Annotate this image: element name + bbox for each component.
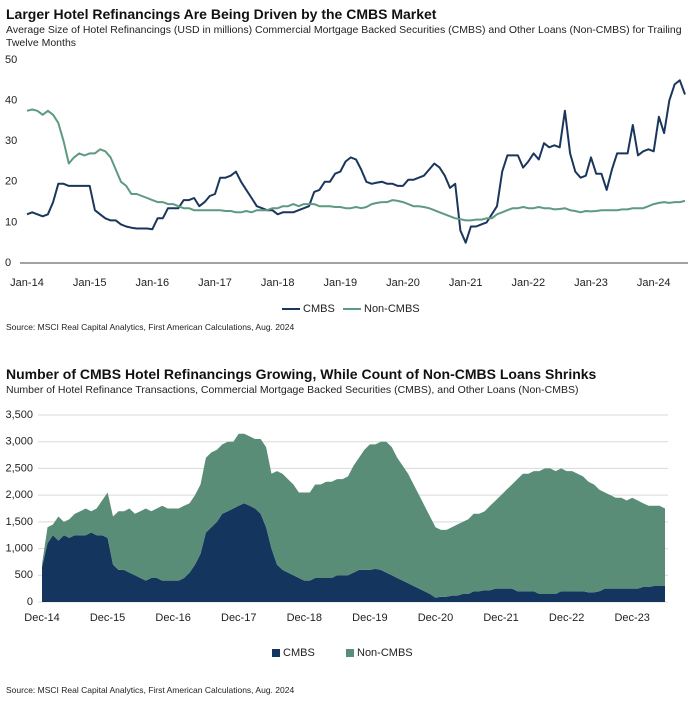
x-tick-label: Dec-16 <box>155 612 190 624</box>
legend-label: Non-CMBS <box>364 303 420 315</box>
y-tick-label: 0 <box>5 257 11 269</box>
legend-label: CMBS <box>303 303 335 315</box>
source-note: Source: MSCI Real Capital Analytics, Fir… <box>6 685 295 695</box>
x-tick-label: Jan-14 <box>10 277 44 289</box>
x-tick-label: Jan-22 <box>512 277 546 289</box>
chart-subtitle: Average Size of Hotel Refinancings (USD … <box>6 24 682 49</box>
series-line <box>26 79 686 244</box>
series-line <box>26 108 686 222</box>
x-tick-label: Jan-15 <box>73 277 107 289</box>
x-tick-label: Dec-20 <box>418 612 453 624</box>
chart-title: Larger Hotel Refinancings Are Being Driv… <box>6 6 437 22</box>
legend-swatch <box>272 649 280 657</box>
y-tick-label: 40 <box>5 95 17 107</box>
y-tick-label: 10 <box>5 216 17 228</box>
y-tick-label: 2,000 <box>5 489 33 501</box>
y-tick-label: 50 <box>5 54 17 66</box>
x-tick-label: Dec-17 <box>221 612 256 624</box>
x-tick-label: Dec-19 <box>352 612 387 624</box>
y-tick-label: 1,500 <box>5 516 33 528</box>
x-tick-label: Dec-14 <box>24 612 59 624</box>
y-tick-label: 3,000 <box>5 436 33 448</box>
x-tick-label: Jan-19 <box>324 277 358 289</box>
y-tick-label: 2,500 <box>5 462 33 474</box>
x-tick-label: Jan-18 <box>261 277 295 289</box>
y-tick-label: 3,500 <box>5 409 33 421</box>
chart-title: Number of CMBS Hotel Refinancings Growin… <box>6 366 597 382</box>
y-tick-label: 20 <box>5 176 17 188</box>
legend-swatch <box>346 649 354 657</box>
source-note: Source: MSCI Real Capital Analytics, Fir… <box>6 322 295 332</box>
legend-label: Non-CMBS <box>357 647 413 659</box>
x-tick-label: Jan-20 <box>386 277 420 289</box>
chart-subtitle: Number of Hotel Refinance Transactions, … <box>6 384 579 396</box>
legend-label: CMBS <box>283 647 315 659</box>
x-tick-label: Dec-23 <box>614 612 649 624</box>
y-tick-label: 500 <box>15 569 33 581</box>
y-tick-label: 30 <box>5 135 17 147</box>
series-area <box>42 433 665 598</box>
x-tick-label: Dec-22 <box>549 612 584 624</box>
series-area <box>42 503 665 602</box>
x-tick-label: Dec-15 <box>90 612 125 624</box>
x-tick-label: Jan-21 <box>449 277 483 289</box>
y-tick-label: 0 <box>27 596 33 608</box>
x-tick-label: Jan-16 <box>136 277 170 289</box>
x-tick-label: Jan-17 <box>198 277 232 289</box>
x-tick-label: Dec-18 <box>287 612 322 624</box>
x-tick-label: Jan-23 <box>574 277 608 289</box>
x-tick-label: Jan-24 <box>637 277 671 289</box>
x-tick-label: Dec-21 <box>483 612 518 624</box>
y-tick-label: 1,000 <box>5 542 33 554</box>
